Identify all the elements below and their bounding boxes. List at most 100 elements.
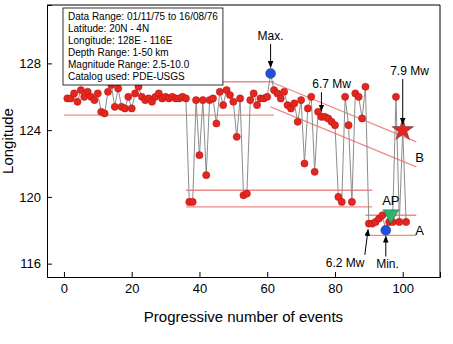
annotation-text: Max.	[258, 29, 284, 43]
data-point	[304, 105, 311, 112]
info-line: Depth Range: 1-50 km	[68, 47, 169, 58]
frame-right	[440, 5, 441, 277]
data-point	[338, 198, 345, 205]
x-tick: 40	[193, 272, 207, 296]
x-axis-line	[48, 272, 441, 278]
annotation-text: 7.9 Mw	[390, 64, 429, 78]
x-tick: 20	[125, 272, 139, 296]
data-point	[101, 110, 108, 117]
y-tick-mark	[47, 63, 52, 64]
x-tick: 80	[328, 272, 342, 296]
x-tick-label: 100	[392, 281, 414, 296]
y-tick: 120	[19, 190, 52, 205]
annotation-text: 6.2 Mw	[326, 256, 365, 270]
info-line: Latitude: 20N - 4N	[68, 23, 149, 34]
data-point	[131, 90, 138, 97]
data-point	[111, 103, 118, 110]
reference-line	[186, 206, 372, 207]
data-point	[243, 190, 250, 197]
annotation-arrow	[402, 79, 403, 124]
plot-label: B	[415, 150, 424, 165]
y-axis-line	[48, 6, 53, 278]
annotation-text: 6.7 Mw	[312, 77, 351, 91]
y-tick-mark	[47, 130, 52, 131]
data-point	[308, 93, 315, 100]
data-point	[94, 90, 101, 97]
data-point	[253, 102, 260, 109]
plot-label: A	[415, 223, 424, 238]
data-point	[301, 160, 308, 167]
info-line: Magnitude Range: 2.5-10.0	[68, 59, 190, 70]
x-tick-mark	[199, 272, 200, 277]
data-point	[396, 218, 403, 225]
data-point	[250, 90, 257, 97]
data-point	[91, 97, 98, 104]
data-point	[342, 93, 349, 100]
x-tick-mark	[403, 272, 404, 277]
x-tick: 0	[61, 272, 68, 296]
data-point	[348, 198, 355, 205]
data-point	[74, 98, 81, 105]
info-line: Catalog used: PDE-USGS	[68, 71, 185, 82]
data-point	[403, 218, 410, 225]
data-point	[192, 97, 199, 104]
plot-area	[64, 68, 417, 235]
data-point	[128, 105, 135, 112]
data-point	[199, 97, 206, 104]
y-tick-mark	[47, 197, 52, 198]
data-point	[233, 133, 240, 140]
x-tick-label: 20	[125, 281, 139, 296]
x-tick-label: 40	[193, 281, 207, 296]
data-point	[345, 122, 352, 129]
reference-line	[365, 235, 416, 236]
y-tick: 124	[19, 123, 52, 138]
frame-top	[47, 5, 440, 6]
data-point	[355, 93, 362, 100]
data-point	[277, 95, 284, 102]
data-point	[281, 88, 288, 95]
data-point	[220, 102, 227, 109]
data-point	[230, 98, 237, 105]
data-point	[226, 92, 233, 99]
data-point	[77, 87, 84, 94]
x-tick-label: 0	[61, 281, 68, 296]
annotation-arrow	[385, 236, 386, 256]
data-point	[189, 198, 196, 205]
annotation-text: Min.	[376, 257, 399, 271]
reference-line	[64, 114, 274, 115]
data-point	[237, 95, 244, 102]
data-point	[196, 152, 203, 159]
data-point	[297, 97, 304, 104]
annotation-arrow	[270, 44, 271, 68]
x-axis: 0 20 40 60 80 100	[48, 272, 441, 296]
data-point	[247, 97, 254, 104]
highlight-marker	[383, 210, 399, 224]
x-tick: 60	[260, 272, 274, 296]
data-point	[392, 93, 399, 100]
y-tick-label: 116	[20, 256, 41, 271]
info-box-frame	[63, 8, 223, 85]
data-point	[362, 83, 369, 90]
info-box: Data Range: 01/11/75 to 16/08/76Latitude…	[63, 8, 223, 85]
y-tick-label: 120	[19, 190, 41, 205]
data-point	[331, 122, 338, 129]
y-tick: 116	[20, 256, 52, 271]
chart-svg: 020406080100116120124128Progressive numb…	[0, 0, 453, 344]
x-tick-label: 60	[260, 281, 274, 296]
x-tick-label: 80	[328, 281, 342, 296]
annotations: Max.6.7 Mw7.9 Mw6.2 MwMin.APAB	[258, 29, 430, 272]
data-point	[203, 172, 210, 179]
y-axis-title: Longitude	[0, 108, 16, 174]
data-point	[121, 105, 128, 112]
y-tick-label: 124	[19, 123, 41, 138]
x-tick-mark	[267, 272, 268, 277]
data-point	[71, 90, 78, 97]
data-point	[125, 93, 132, 100]
x-tick-mark	[335, 272, 336, 277]
y-axis: 116120124128	[19, 6, 52, 278]
highlight-marker	[266, 68, 276, 78]
x-tick-mark	[132, 272, 133, 277]
data-point	[358, 115, 365, 122]
info-line: Data Range: 01/11/75 to 16/08/76	[68, 11, 218, 22]
data-point	[311, 168, 318, 175]
